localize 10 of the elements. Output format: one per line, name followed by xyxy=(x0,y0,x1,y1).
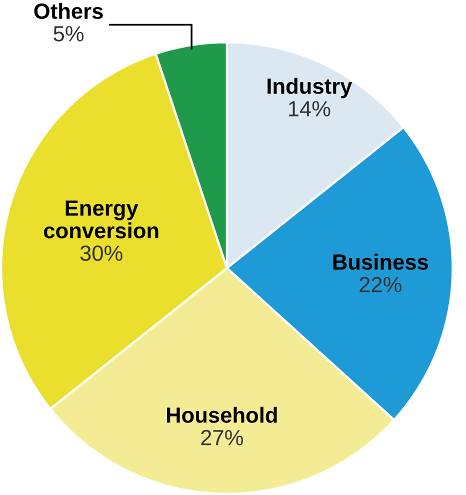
data-label: 5% xyxy=(54,26,84,42)
slice-label: Household xyxy=(166,406,277,423)
data-label: 14% xyxy=(288,101,330,116)
data-label: 27% xyxy=(201,430,243,446)
slice-label: Industry xyxy=(267,78,352,98)
data-label: 22% xyxy=(360,276,402,292)
data-label: 30% xyxy=(80,245,122,261)
slice-label: Energy conversion xyxy=(44,200,158,238)
slice-label: Others xyxy=(34,2,103,19)
slice-label: Business xyxy=(333,254,428,270)
